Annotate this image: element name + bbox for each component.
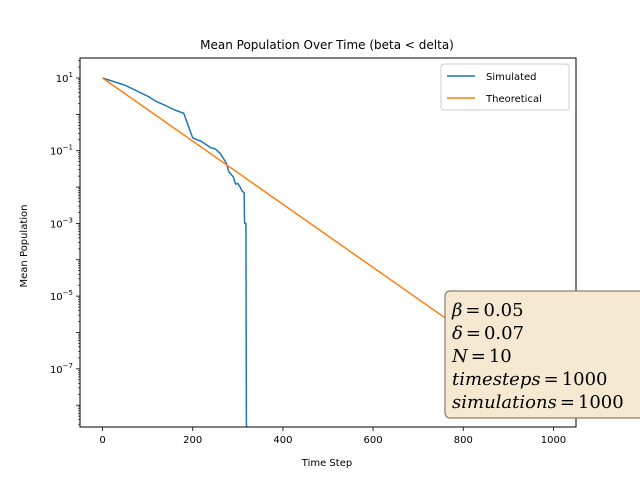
legend-label-simulated: Simulated — [486, 72, 537, 83]
y-tick-label: 10−7 — [50, 362, 73, 376]
x-tick-label: 1000 — [541, 435, 566, 446]
y-tick-label: 101 — [56, 71, 73, 85]
x-tick-label: 600 — [364, 435, 383, 446]
legend-label-theoretical: Theoretical — [485, 94, 542, 105]
y-tick-label: 10−5 — [50, 289, 73, 303]
parameter-simulations: simulations = 1000 — [452, 392, 624, 413]
parameter-timesteps: timesteps = 1000 — [452, 369, 608, 390]
parameters-box-background — [444, 290, 640, 419]
y-tick-label: 10−3 — [50, 216, 73, 230]
x-axis: 0 200 400 600 800 1000 — [99, 427, 566, 446]
x-tick-label: 800 — [454, 435, 473, 446]
y-axis: 101 10−1 10−3 10−5 10−7 — [50, 60, 80, 425]
x-tick-label: 400 — [273, 435, 292, 446]
x-axis-label: Time Step — [301, 458, 352, 469]
parameter-N: N = 10 — [451, 346, 512, 367]
chart-title: Mean Population Over Time (beta < delta) — [200, 38, 454, 52]
legend: Simulated Theoretical — [440, 63, 570, 111]
y-axis-label: Mean Population — [19, 205, 30, 288]
series-line-simulated — [102, 77, 248, 427]
parameter-δ: δ = 0.07 — [452, 323, 524, 344]
y-tick-label: 10−1 — [50, 144, 73, 158]
x-tick-label: 0 — [99, 435, 105, 446]
x-tick-label: 200 — [183, 435, 202, 446]
parameter-β: β = 0.05 — [451, 300, 524, 321]
